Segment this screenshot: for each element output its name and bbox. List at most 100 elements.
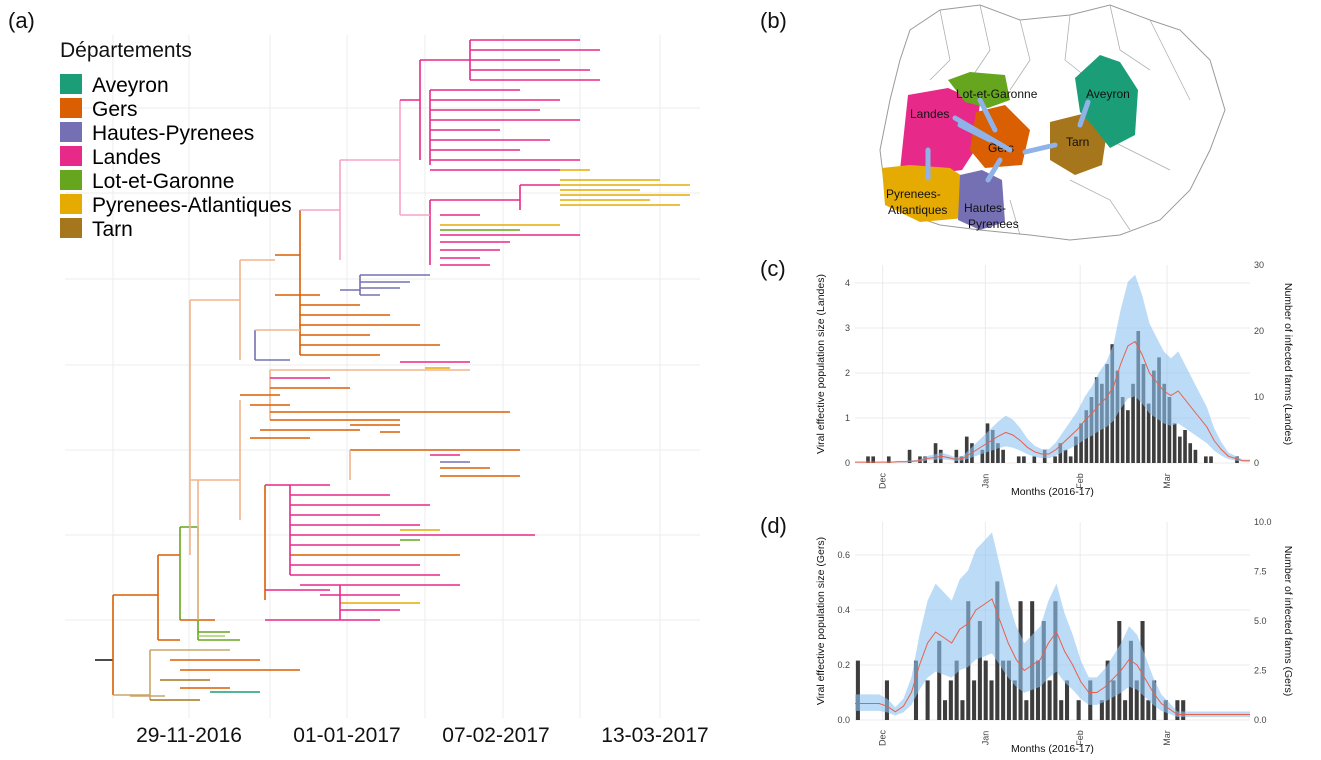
y2-tick-label: 10	[1254, 392, 1264, 402]
legend-label: Pyrenees-Atlantiques	[92, 194, 292, 217]
legend-label: Gers	[92, 98, 138, 121]
date-label: 07-02-2017	[442, 724, 549, 747]
phylogenetic-tree: Départements Aveyron Gers Hautes-Pyrenee…	[60, 35, 709, 747]
plot-area	[855, 265, 1250, 463]
x-tick-label: Dec	[878, 730, 888, 747]
map-label: Pyrenees	[968, 217, 1019, 231]
legend-swatch	[60, 218, 82, 238]
y-tick-label: 2	[845, 368, 850, 378]
bar	[1001, 660, 1006, 720]
legend-swatch	[60, 170, 82, 190]
bar	[1032, 456, 1037, 463]
map-label: Lot-et-Garonne	[956, 87, 1038, 101]
aveyron-region	[1075, 55, 1138, 148]
bar	[1181, 700, 1186, 720]
legend-item: Aveyron	[60, 74, 169, 97]
y-tick-label: 1	[845, 413, 850, 423]
x-tick-label: Mar	[1162, 730, 1172, 746]
chart-landes: 0 1 2 3 4 0 10 20 30 Dec Jan Feb Mar Months (2016-17)…	[815, 260, 1294, 498]
bar	[1204, 456, 1208, 463]
x-axis-title: Months (2016-17)	[1011, 743, 1094, 755]
legend-swatch	[60, 122, 82, 142]
bar	[925, 680, 930, 720]
bar	[1115, 370, 1120, 463]
bar	[1064, 680, 1070, 720]
bar	[948, 680, 953, 720]
median-line	[855, 598, 1250, 715]
bar	[1188, 443, 1193, 463]
legend-item: Gers	[60, 98, 138, 121]
date-label: 01-01-2017	[293, 724, 400, 747]
map-label: Aveyron	[1086, 87, 1130, 101]
bar	[977, 621, 982, 720]
bar	[1063, 449, 1068, 463]
y2-tick-label: 0	[1254, 458, 1259, 468]
lot-et-garonne-region	[948, 72, 1010, 108]
confidence-ribbon	[855, 274, 1250, 463]
legend-item: Tarn	[60, 218, 133, 241]
bar	[1068, 456, 1073, 463]
legend-swatch	[60, 74, 82, 94]
y-tick-label: 0	[845, 458, 850, 468]
bar	[1012, 680, 1017, 720]
map-label: Tarn	[1066, 135, 1089, 149]
region-map: Landes Lot-et-Garonne Aveyron Gers Tarn …	[879, 4, 1226, 241]
y-axis-title: Viral effective population size (Gers)	[815, 537, 827, 705]
legend-label: Aveyron	[92, 74, 169, 97]
bar	[1001, 449, 1005, 463]
bar	[1178, 436, 1182, 463]
y2-axis-title: Number of infected farms (Landes)	[1282, 283, 1294, 445]
bar	[933, 443, 938, 463]
bar	[1076, 700, 1081, 720]
x-tick-label: Jan	[980, 731, 990, 746]
gers-region	[970, 105, 1030, 168]
tree-branches	[95, 39, 690, 701]
y-tick-label: 0.4	[837, 605, 850, 615]
panel-label-c: (c)	[760, 256, 786, 281]
legend-item: Pyrenees-Atlantiques	[60, 194, 292, 217]
bar	[1006, 660, 1011, 720]
landes-region	[900, 88, 980, 175]
bar	[1074, 436, 1078, 463]
bar	[1152, 370, 1156, 463]
map-label: Atlantiques	[888, 203, 947, 217]
confidence-ribbon	[855, 532, 1250, 717]
y2-tick-label: 30	[1254, 260, 1264, 270]
bar	[1111, 680, 1116, 720]
tarn-region	[1050, 112, 1108, 175]
bar	[1172, 423, 1177, 463]
bar	[983, 660, 988, 720]
panel-label-b: (b)	[760, 8, 787, 33]
pyrenees-atlantiques-region	[882, 165, 968, 222]
legend: Départements Aveyron Gers Hautes-Pyrenee…	[60, 39, 292, 241]
bar	[989, 680, 994, 720]
legend-item: Lot-et-Garonne	[60, 170, 234, 193]
bar	[1183, 430, 1187, 463]
bar	[1167, 397, 1172, 463]
map-label: Landes	[910, 107, 949, 121]
legend-swatch	[60, 146, 82, 166]
y-tick-label: 3	[845, 323, 850, 333]
y2-tick-label: 0.0	[1254, 715, 1267, 725]
y-tick-label: 0.2	[837, 660, 850, 670]
bar	[1193, 449, 1198, 463]
bar	[1146, 403, 1151, 463]
bar	[980, 449, 985, 463]
y2-tick-label: 2.5	[1254, 666, 1267, 676]
map-label: Hautes-	[964, 201, 1006, 215]
legend-label: Hautes-Pyrenees	[92, 122, 254, 145]
map-label: Pyrenees-	[886, 187, 941, 201]
legend-label: Lot-et-Garonne	[92, 170, 234, 193]
bar	[1035, 660, 1041, 720]
bar	[871, 456, 876, 463]
y-tick-label: 0.0	[837, 715, 850, 725]
bar	[1016, 456, 1021, 463]
bar	[954, 449, 959, 463]
y2-tick-label: 10.0	[1254, 517, 1272, 527]
legend-title: Départements	[60, 39, 192, 62]
date-label: 13-03-2017	[601, 724, 708, 747]
hautes-pyrenees-region	[958, 170, 1005, 230]
bar	[960, 700, 965, 720]
x-tick-label: Feb	[1075, 473, 1085, 489]
bar	[996, 443, 1000, 463]
